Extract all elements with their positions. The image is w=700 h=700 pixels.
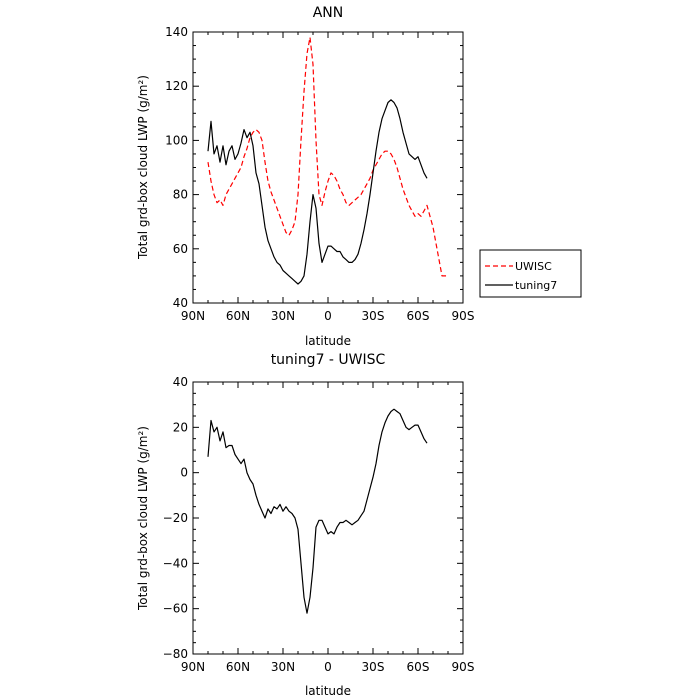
bottom-series-lines bbox=[207, 408, 428, 614]
top-y-axis: 40 60 80 100 120 140 bbox=[165, 25, 463, 310]
top-y-tick-label: 100 bbox=[165, 133, 188, 147]
top-series-line-uwisc bbox=[207, 36, 448, 277]
top-panel: ANN 90N 60N 30N 0 30S 60S 90S 406080100120140 … bbox=[136, 5, 474, 348]
top-y-tick-label: 80 bbox=[173, 188, 188, 202]
bottom-series-line-difference bbox=[207, 408, 428, 614]
bottom-y-tick-label: 0 bbox=[180, 466, 188, 480]
top-x-tick-label: 60S bbox=[407, 309, 430, 323]
top-y-axis-label: Total grd-box cloud LWP (g/m²) bbox=[136, 75, 150, 260]
bottom-x-axis: 90N 60N 30N 0 30S 60S 90S bbox=[181, 382, 475, 674]
bottom-y-tick-label: 40 bbox=[173, 375, 188, 389]
top-y-tick-label: 120 bbox=[165, 79, 188, 93]
top-x-tick-label: 90S bbox=[452, 309, 475, 323]
top-y-tick-label: 40 bbox=[173, 296, 188, 310]
top-x-tick-label: 30N bbox=[271, 309, 295, 323]
top-x-tick-label: 0 bbox=[324, 309, 332, 323]
legend-label-uwisc: UWISC bbox=[515, 260, 552, 273]
bottom-plot-frame bbox=[192, 381, 464, 655]
bottom-panel: tuning7 - UWISC 90N 60N 30N 0 30S 60S 90S −80−… bbox=[136, 352, 474, 698]
top-series-line-tuning7 bbox=[207, 99, 428, 285]
bottom-y-axis: −80 −60 −40 −20 0 20 40 bbox=[163, 375, 463, 661]
legend: UWISC tuning7 bbox=[479, 249, 582, 298]
top-panel-title: ANN bbox=[313, 5, 344, 21]
bottom-y-tick-label: −80 bbox=[163, 647, 188, 661]
top-x-tick-label: 90N bbox=[181, 309, 205, 323]
bottom-y-tick-label: −60 bbox=[163, 602, 188, 616]
bottom-panel-title: tuning7 - UWISC bbox=[271, 352, 386, 368]
top-x-tick-label: 30S bbox=[362, 309, 385, 323]
top-y-tick-label: 140 bbox=[165, 25, 188, 39]
top-x-axis-label: latitude bbox=[305, 334, 351, 348]
bottom-y-tick-label: −40 bbox=[163, 556, 188, 570]
top-x-tick-label: 60N bbox=[226, 309, 250, 323]
bottom-y-tick-label: −20 bbox=[163, 511, 188, 525]
bottom-y-axis-label: Total grd-box cloud LWP (g/m²) bbox=[136, 426, 150, 611]
bottom-x-tick-label: 60N bbox=[226, 660, 250, 674]
top-x-axis: 90N 60N 30N 0 30S 60S 90S bbox=[181, 32, 475, 323]
bottom-x-tick-label: 30S bbox=[362, 660, 385, 674]
bottom-x-tick-label: 30N bbox=[271, 660, 295, 674]
top-series-lines bbox=[207, 36, 448, 285]
bottom-x-axis-label: latitude bbox=[305, 684, 351, 698]
bottom-x-tick-label: 60S bbox=[407, 660, 430, 674]
bottom-x-tick-label: 90N bbox=[181, 660, 205, 674]
legend-label-tuning7: tuning7 bbox=[515, 279, 557, 292]
top-y-tick-label: 60 bbox=[173, 242, 188, 256]
bottom-x-tick-label: 0 bbox=[324, 660, 332, 674]
legend-box bbox=[479, 249, 582, 298]
bottom-y-tick-label: 20 bbox=[173, 420, 188, 434]
bottom-x-tick-label: 90S bbox=[452, 660, 475, 674]
